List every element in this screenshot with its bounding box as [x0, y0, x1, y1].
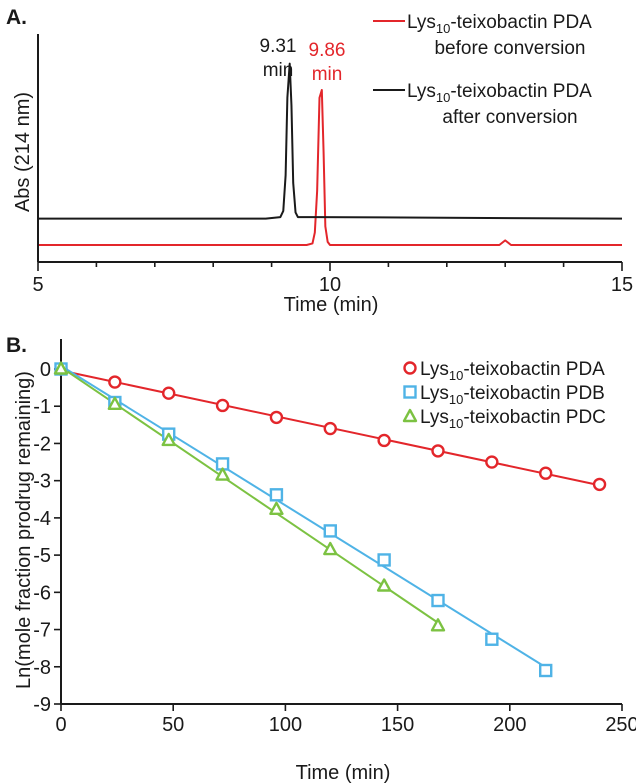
panel-b-x-tick-label: 200 — [493, 714, 526, 736]
data-point-pdb — [485, 632, 499, 646]
panel-b-y-tick-label: -7 — [33, 620, 51, 642]
panel-a: A. 5 10 15 Abs (214 nm) Time (min) 9.31 mi… — [6, 6, 633, 316]
legend-b-entry-pda: Lys10-teixobactin PDA — [420, 359, 605, 383]
panel-a-x-tick-label: 5 — [32, 274, 43, 296]
panel-b-y-tick-label: -2 — [33, 433, 51, 455]
data-point-pdc — [161, 432, 176, 447]
data-point-pdb — [539, 663, 553, 678]
data-point-pdc — [53, 361, 69, 375]
peak-label-red-value: 9.86 — [309, 40, 346, 61]
legend-b-marker-pdc — [402, 408, 418, 423]
panel-b-y-tick-label: 0 — [40, 359, 51, 381]
panel-a-series — [38, 62, 623, 246]
panel-b-ticks: 0-1-2-3-4-5-6-7-8-90 50 100 150 200 250 — [33, 359, 636, 736]
panel-b-y-tick-label: -3 — [33, 471, 51, 493]
data-point-pda — [539, 466, 553, 480]
panel-b-series — [53, 361, 607, 678]
panel-a-label: A. — [6, 6, 27, 29]
legend-a-entry-before-line2: before conversion — [434, 38, 585, 59]
panel-b-x-tick-label: 150 — [381, 714, 414, 736]
data-point-pdc — [430, 618, 446, 632]
panel-b-y-tick-label: -6 — [33, 582, 51, 604]
trace-before-conversion — [38, 89, 622, 246]
data-point-pdc — [107, 396, 123, 411]
data-point-pdb — [431, 593, 445, 608]
panel-b-x-tick-label: 250 — [605, 714, 636, 736]
panel-b-x-tick-label: 100 — [269, 714, 302, 736]
panel-b-y-tick-label: -4 — [33, 508, 51, 530]
legend-b-marker-pda — [403, 361, 417, 375]
data-point-pda — [431, 444, 445, 458]
data-point-pda — [485, 455, 499, 469]
data-point-pdc — [215, 467, 230, 481]
data-point-pdc — [323, 541, 338, 556]
panel-a-x-ticks: 5 10 15 — [32, 262, 633, 296]
panel-b-axes — [60, 339, 622, 705]
panel-b-y-tick-label: -1 — [33, 396, 51, 418]
panel-b-y-tick-label: -9 — [33, 694, 51, 716]
data-point-pdb — [377, 553, 391, 567]
panel-b: B. 0-1-2-3-4-5-6-7-8-90 50 100 150 200 250 Ln… — [6, 334, 636, 783]
panel-a-x-axis-label: Time (min) — [284, 294, 379, 316]
data-point-pdc — [376, 578, 392, 592]
fit-line-pdb — [60, 364, 547, 669]
panel-b-legend: Lys10-teixobactin PDA Lys10-teixobactin … — [402, 359, 606, 431]
peak-label-black-unit: min — [263, 60, 294, 81]
data-point-pdb — [269, 488, 284, 502]
data-point-pdc — [269, 501, 284, 516]
panel-b-label: B. — [6, 334, 27, 357]
data-point-pda — [377, 433, 391, 448]
panel-b-x-tick-label: 50 — [162, 714, 184, 736]
panel-a-y-axis-label: Abs (214 nm) — [12, 92, 34, 212]
panel-a-legend: Lys10-teixobactin PDA before conversion … — [373, 12, 592, 128]
panel-a-axes — [37, 34, 622, 263]
legend-b-entry-pdb: Lys10-teixobactin PDB — [420, 383, 605, 407]
data-point-pda — [215, 398, 230, 413]
fit-line-pdc — [60, 366, 439, 624]
panel-b-y-tick-label: -5 — [33, 545, 51, 567]
data-point-pda — [269, 410, 284, 425]
data-point-pda — [162, 386, 176, 400]
legend-a-entry-before: Lys10-teixobactin PDA — [407, 12, 592, 36]
peak-label-black-value: 9.31 — [260, 36, 297, 57]
panel-b-x-axis-label: Time (min) — [296, 762, 391, 783]
legend-a-entry-after: Lys10-teixobactin PDA — [407, 81, 592, 105]
data-point-pdb — [323, 524, 337, 538]
panel-b-y-axis-label: Ln(mole fraction prodrug remaining) — [13, 371, 35, 689]
panel-a-x-tick-label: 15 — [611, 274, 633, 296]
peak-label-red-unit: min — [312, 64, 343, 85]
panel-a-x-tick-label: 10 — [319, 274, 341, 296]
data-point-pda — [323, 421, 337, 436]
legend-a-entry-after-line2: after conversion — [442, 107, 577, 128]
data-point-pda — [108, 375, 122, 389]
data-point-pda — [592, 477, 607, 492]
panel-b-y-tick-label: -8 — [33, 657, 51, 679]
legend-b-marker-pdb — [403, 385, 417, 399]
panel-b-x-tick-label: 0 — [55, 714, 66, 736]
trace-after-conversion — [38, 62, 623, 220]
legend-b-entry-pdc: Lys10-teixobactin PDC — [420, 407, 606, 431]
